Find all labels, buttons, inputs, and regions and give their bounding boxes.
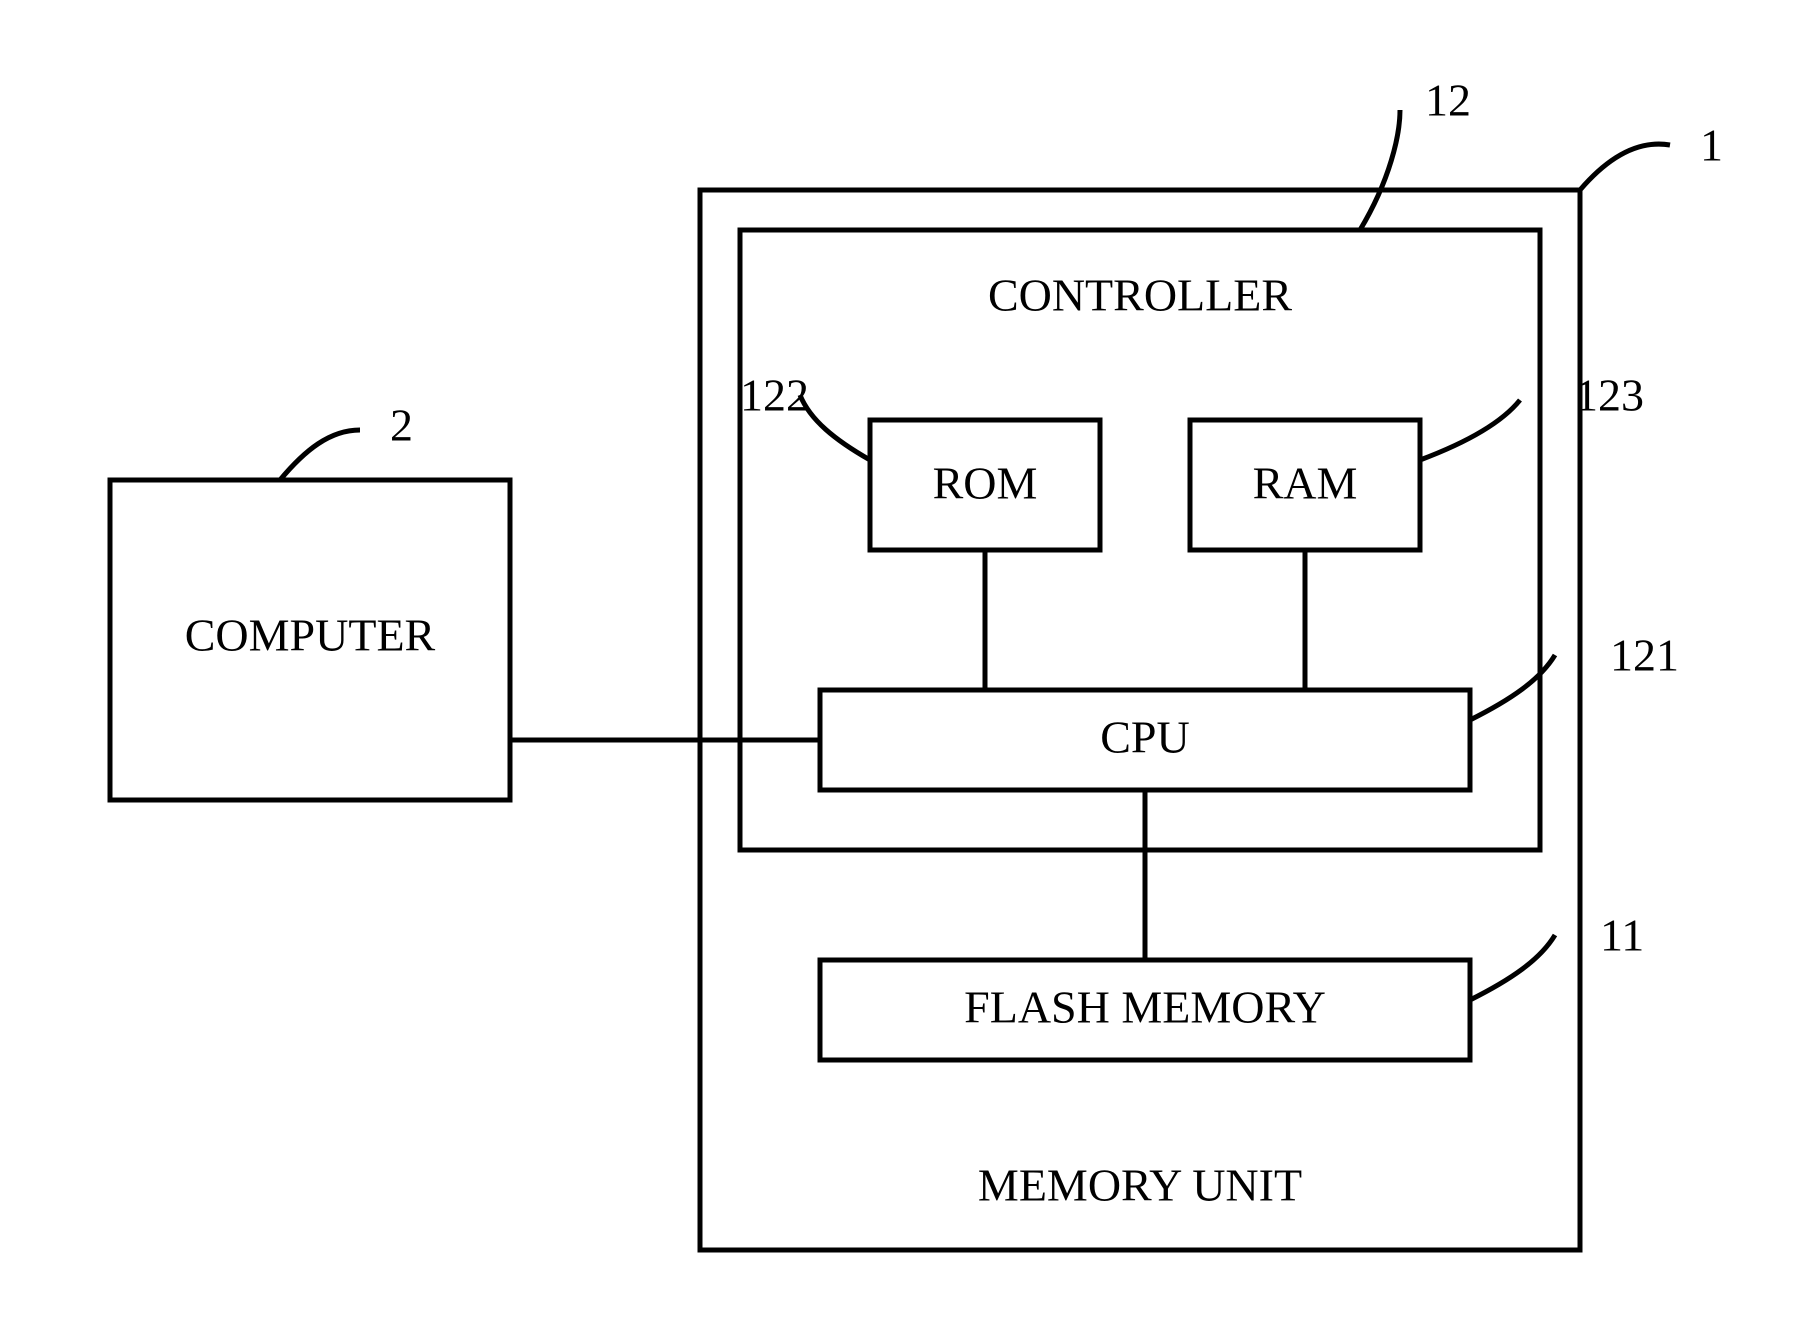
ref-label-ref122: 122 [740, 370, 809, 421]
ref-label-ref2: 2 [390, 400, 413, 451]
cpu-label: CPU [1100, 712, 1189, 763]
ref-label-ref1: 1 [1700, 120, 1723, 171]
ref-label-ref11: 11 [1600, 910, 1644, 961]
ram-label: RAM [1253, 458, 1358, 509]
flash-label: FLASH MEMORY [964, 982, 1326, 1033]
memory_unit-label: MEMORY UNIT [978, 1160, 1302, 1211]
ref-label-ref12: 12 [1425, 75, 1471, 126]
leader-ref2 [280, 430, 360, 480]
leader-ref123 [1420, 400, 1520, 460]
leader-ref11 [1470, 935, 1555, 1000]
computer-label: COMPUTER [185, 610, 436, 661]
ref-label-ref121: 121 [1610, 630, 1679, 681]
rom-label: ROM [933, 458, 1038, 509]
controller-label: CONTROLLER [988, 270, 1292, 321]
leader-ref12 [1360, 110, 1400, 230]
ref-label-ref123: 123 [1575, 370, 1644, 421]
leader-ref1 [1580, 144, 1670, 190]
leader-ref122 [800, 395, 870, 460]
